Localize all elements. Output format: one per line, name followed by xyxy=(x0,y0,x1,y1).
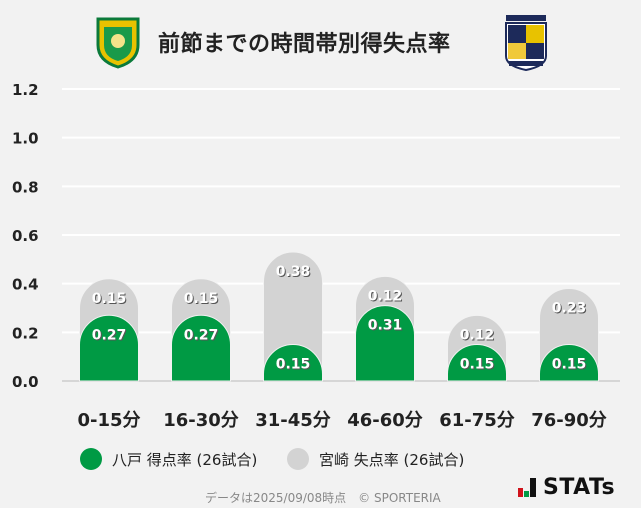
stats-logo: STATs xyxy=(518,475,616,500)
y-tick-label: 1.2 xyxy=(12,81,39,99)
bar-home xyxy=(79,314,139,382)
bar-home xyxy=(355,305,415,382)
legend-label-away: 宮崎 失点率 (26試合) xyxy=(319,450,465,469)
y-tick-label: 1.0 xyxy=(12,130,39,148)
data-label-home: 0.27 xyxy=(92,327,127,343)
y-tick-label: 0.6 xyxy=(12,227,39,245)
data-label-away: 0.15 xyxy=(184,291,219,307)
footer-note: データは2025/09/08時点 © SPORTERIA xyxy=(205,491,441,505)
chart-title: 前節までの時間帯別得失点率 xyxy=(158,32,451,57)
data-label-away: 0.23 xyxy=(552,301,587,317)
x-tick-label: 0-15分 xyxy=(77,410,140,431)
data-label-away: 0.12 xyxy=(460,327,495,343)
data-label-home: 0.15 xyxy=(276,357,311,373)
home-team-logo xyxy=(96,17,140,69)
bar-home xyxy=(447,344,507,382)
legend-label-home: 八戸 得点率 (26試合) xyxy=(112,450,258,469)
data-label-away: 0.15 xyxy=(92,291,127,307)
legend-swatch-home xyxy=(80,448,102,470)
x-tick-label: 61-75分 xyxy=(439,410,515,431)
data-label-home: 0.15 xyxy=(552,357,587,373)
bar-home xyxy=(539,344,599,382)
x-tick-label: 16-30分 xyxy=(163,410,239,431)
data-label-away: 0.38 xyxy=(276,264,311,280)
y-tick-label: 0.8 xyxy=(12,178,39,196)
bar-home xyxy=(263,344,323,382)
y-tick-label: 0.0 xyxy=(12,373,39,391)
legend-item-away: 宮崎 失点率 (26試合) xyxy=(287,448,464,470)
y-tick-label: 0.4 xyxy=(12,276,39,294)
x-tick-label: 31-45分 xyxy=(255,410,331,431)
bar-home xyxy=(171,314,231,382)
x-tick-label: 46-60分 xyxy=(347,410,423,431)
legend-item-home: 八戸 得点率 (26試合) xyxy=(80,448,257,470)
x-tick-label: 76-90分 xyxy=(531,410,607,431)
data-label-away: 0.12 xyxy=(368,288,403,304)
data-label-home: 0.27 xyxy=(184,327,219,343)
away-team-logo xyxy=(505,15,547,72)
stats-brand-text: STATs xyxy=(543,475,616,500)
data-label-home: 0.15 xyxy=(460,357,495,373)
data-label-home: 0.31 xyxy=(368,318,403,334)
bar-chart: 0.0 0.2 0.4 0.6 0.8 1.0 1.2 0.15 0.27 0-15分 0.15 0.… xyxy=(12,81,620,431)
legend-swatch-away xyxy=(287,448,309,470)
stats-bars-icon xyxy=(518,478,536,497)
y-tick-label: 0.2 xyxy=(12,324,39,342)
